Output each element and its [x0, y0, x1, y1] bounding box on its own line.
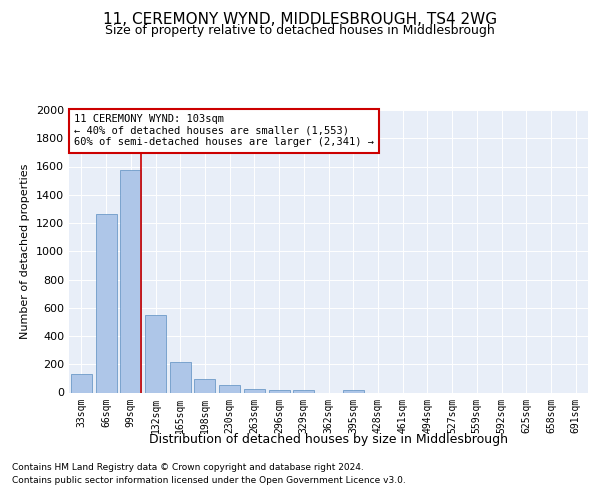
Bar	[95, 214, 116, 392]
Bar	[343, 390, 364, 392]
Bar	[145, 315, 166, 392]
Bar	[219, 386, 240, 392]
Text: Size of property relative to detached houses in Middlesbrough: Size of property relative to detached ho…	[105, 24, 495, 37]
Bar	[120, 170, 141, 392]
Text: Contains HM Land Registry data © Crown copyright and database right 2024.: Contains HM Land Registry data © Crown c…	[12, 462, 364, 471]
Bar	[269, 390, 290, 392]
Text: Distribution of detached houses by size in Middlesbrough: Distribution of detached houses by size …	[149, 432, 508, 446]
Bar	[194, 379, 215, 392]
Text: 11, CEREMONY WYND, MIDDLESBROUGH, TS4 2WG: 11, CEREMONY WYND, MIDDLESBROUGH, TS4 2W…	[103, 12, 497, 28]
Bar	[293, 390, 314, 392]
Bar	[244, 389, 265, 392]
Bar	[170, 362, 191, 392]
Y-axis label: Number of detached properties: Number of detached properties	[20, 164, 31, 339]
Bar	[71, 374, 92, 392]
Text: 11 CEREMONY WYND: 103sqm
← 40% of detached houses are smaller (1,553)
60% of sem: 11 CEREMONY WYND: 103sqm ← 40% of detach…	[74, 114, 374, 148]
Text: Contains public sector information licensed under the Open Government Licence v3: Contains public sector information licen…	[12, 476, 406, 485]
